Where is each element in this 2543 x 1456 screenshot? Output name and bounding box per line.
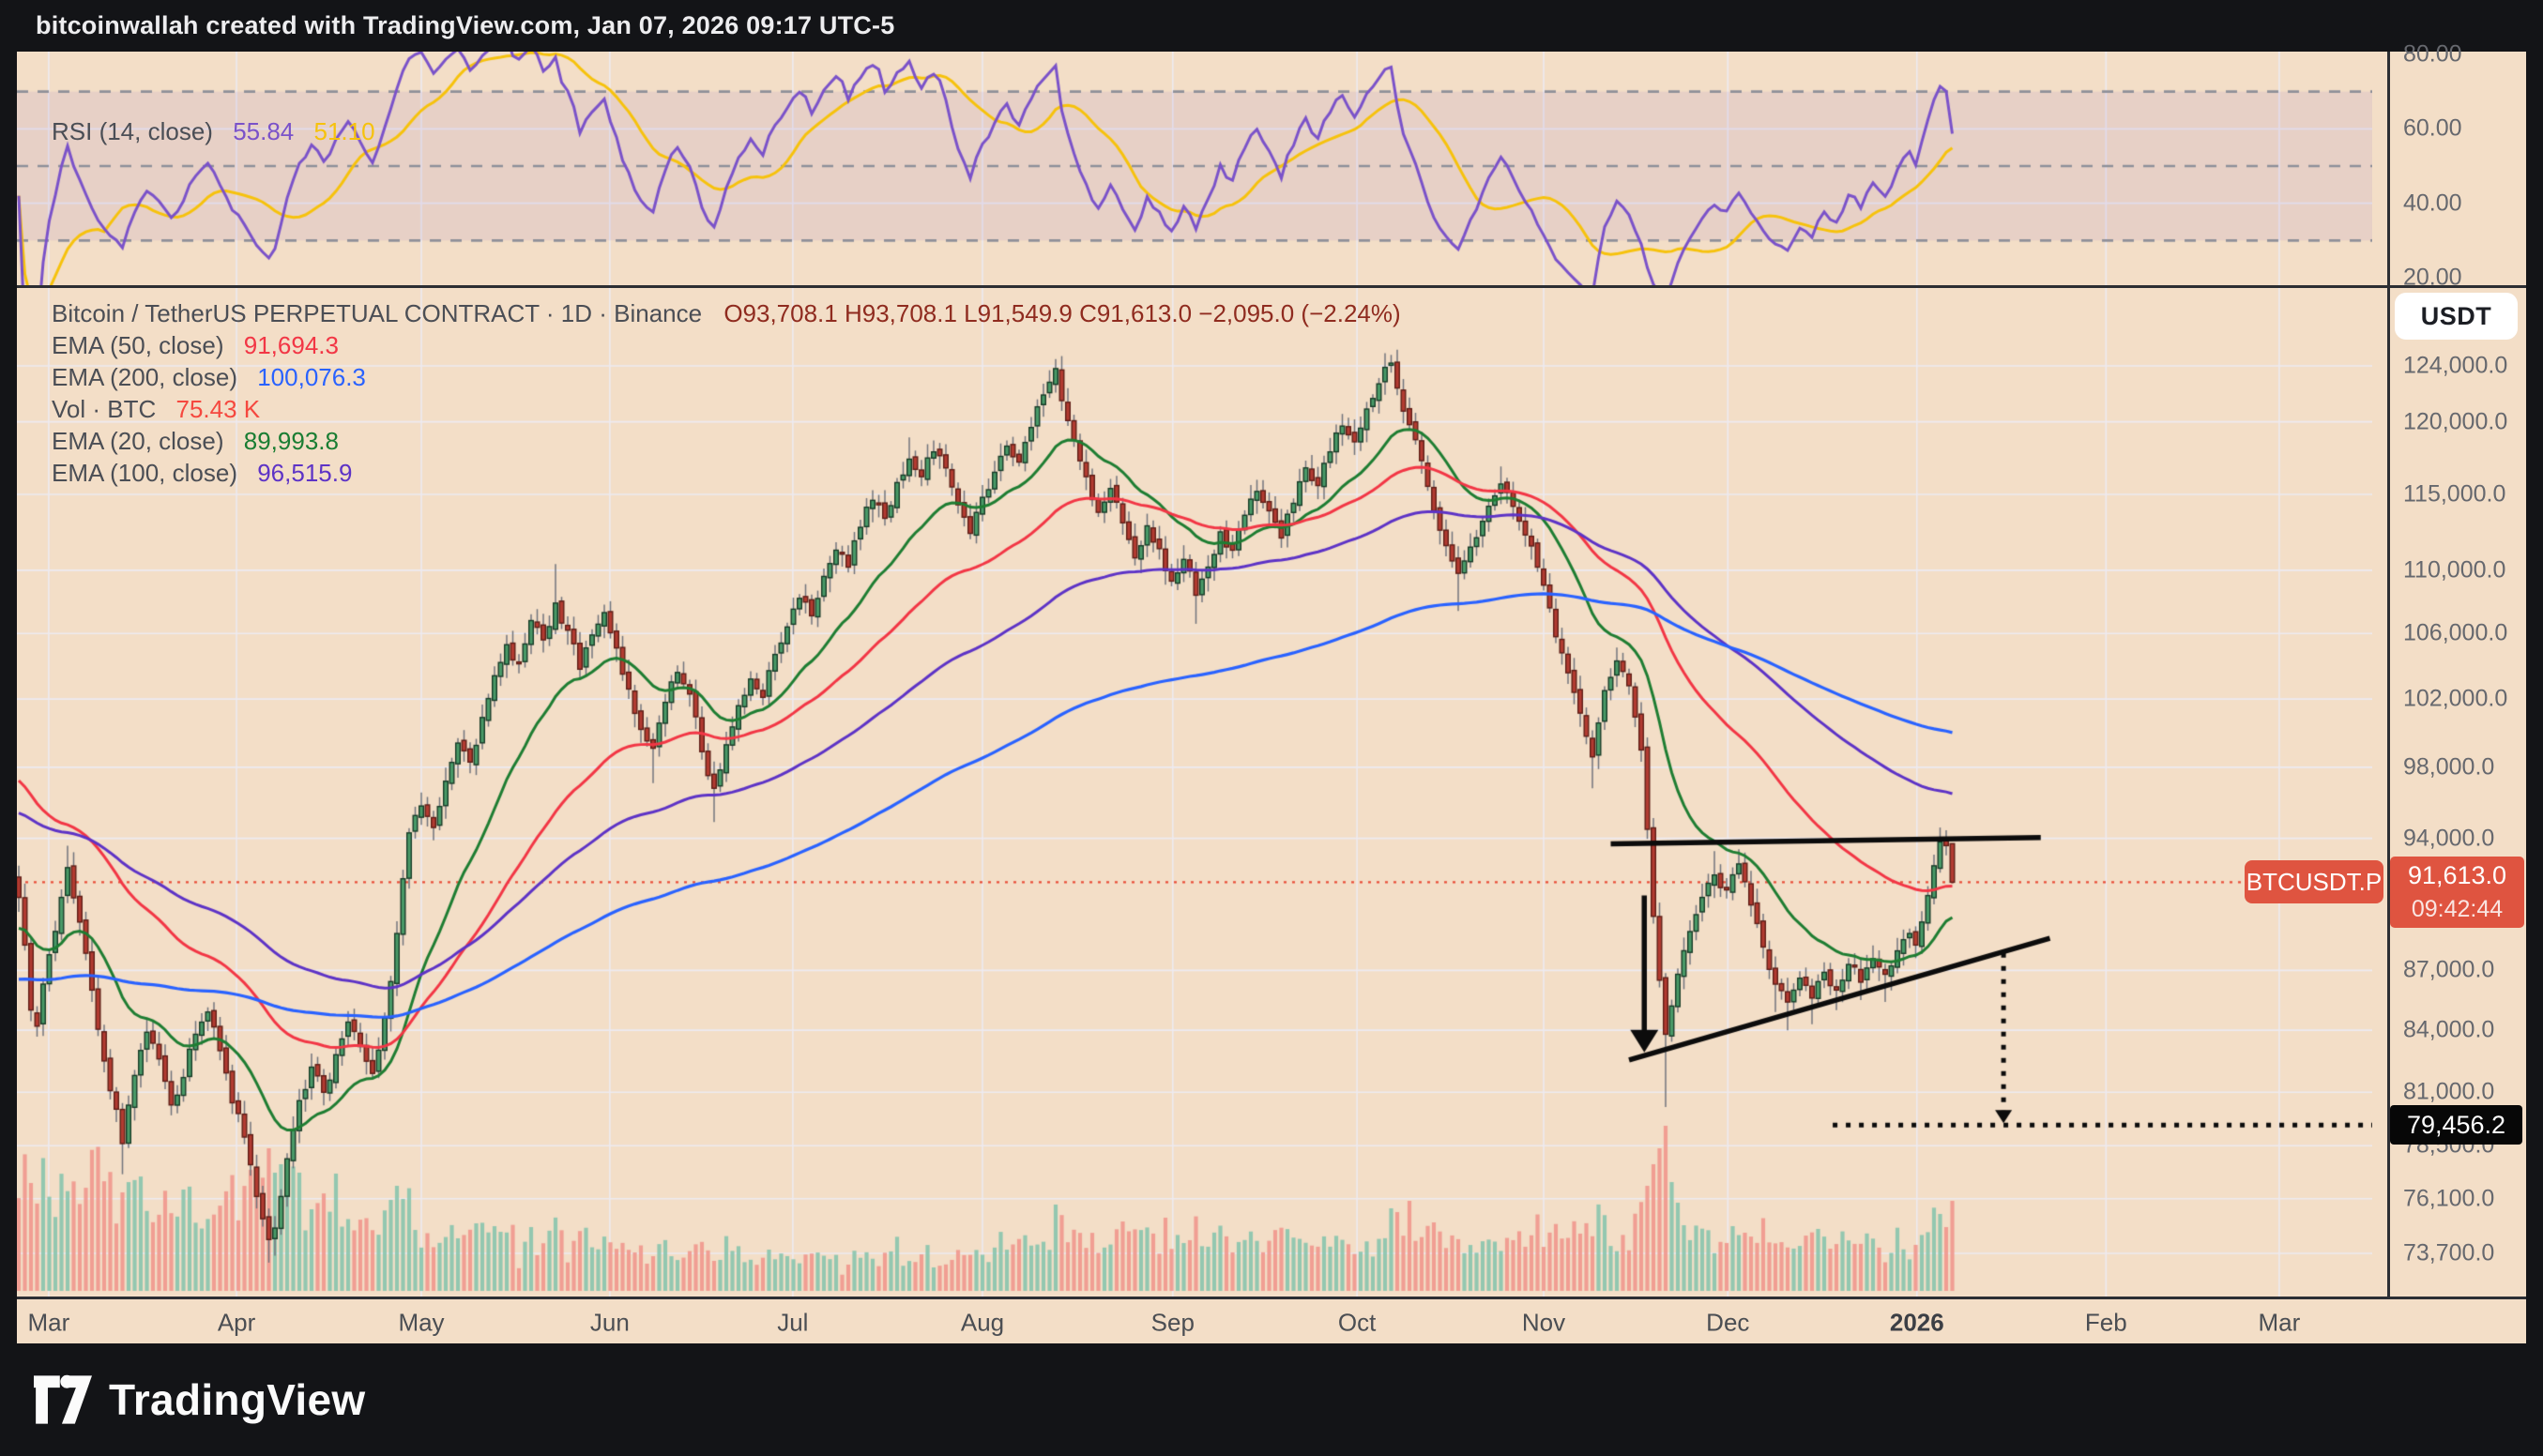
indicator-label: Vol · BTC [52,395,157,423]
price-axis-tick: 84,000.0 [2403,1016,2495,1043]
indicator-value: 100,076.3 [257,363,366,391]
indicator-value: 75.43 K [175,395,261,423]
last-price-label: 91,613.0 09:42:44 [2390,857,2524,929]
time-axis-tick: 2026 [1889,1308,1944,1337]
time-axis-tick: Aug [960,1308,1005,1337]
price-pane-canvas[interactable] [17,287,2372,1297]
tradingview-logo-icon [34,1374,92,1424]
indicator-row-ema100[interactable]: EMA (100, close) 96,515.9 [52,457,1401,489]
indicator-label: EMA (50, close) [52,331,224,359]
price-axis-tick: 81,000.0 [2403,1078,2495,1105]
time-axis-tick: Feb [2084,1308,2127,1337]
rsi-axis-tick: 80.00 [2403,40,2462,68]
price-axis-tick: 98,000.0 [2403,753,2495,781]
indicator-row-ema20[interactable]: EMA (20, close) 89,993.8 [52,425,1401,457]
attribution-bar: bitcoinwallah created with TradingView.c… [0,0,2543,52]
symbol-title: Bitcoin / TetherUS PERPETUAL CONTRACT · … [52,299,703,327]
indicator-label: EMA (100, close) [52,459,237,487]
symbol-title-row[interactable]: Bitcoin / TetherUS PERPETUAL CONTRACT · … [52,297,1401,329]
attribution-text: bitcoinwallah created with TradingView.c… [36,11,895,39]
price-axis-separator [2387,52,2390,1299]
time-axis-tick: Nov [1521,1308,1566,1337]
indicator-row-ema200[interactable]: EMA (200, close) 100,076.3 [52,361,1401,393]
price-axis-tick: 87,000.0 [2403,956,2495,983]
time-axis-tick: Jun [589,1308,630,1337]
rsi-legend[interactable]: RSI (14, close) 55.84 51.10 [52,117,375,146]
time-axis-tick: Mar [2258,1308,2301,1337]
tradingview-logo[interactable]: TradingView [34,1373,365,1426]
time-axis[interactable]: Mar Apr May Jun Jul Aug Sep Oct Nov Dec 2026 Feb Mar [17,1299,2526,1346]
time-axis-tick: Oct [1337,1308,1377,1337]
indicator-row-ema50[interactable]: EMA (50, close) 91,694.3 [52,329,1401,361]
rsi-signal-value: 51.10 [313,117,375,145]
time-axis-tick: May [398,1308,445,1337]
countdown-timer: 09:42:44 [2411,896,2504,923]
indicator-label: EMA (20, close) [52,427,224,455]
rsi-legend-label: RSI (14, close) [52,117,213,145]
time-axis-tick: Mar [27,1308,70,1337]
rsi-axis-tick: 20.00 [2403,264,2462,291]
chart-area[interactable]: RSI (14, close) 55.84 51.10 Bitcoin / Te… [17,41,2526,1346]
time-axis-separator [17,1297,2526,1299]
target-price-label: 79,456.2 [2390,1105,2522,1145]
last-price-value: 91,613.0 [2407,861,2507,890]
price-axis-tick: 115,000.0 [2403,480,2506,508]
time-axis-tick: Dec [1706,1308,1750,1337]
pane-separator[interactable] [17,285,2526,288]
price-axis-tick: 73,700.0 [2403,1239,2495,1266]
price-axis-tick: 102,000.0 [2403,685,2508,712]
price-axis-tick: 106,000.0 [2403,619,2508,646]
symbol-price-pill: BTCUSDT.P [2245,860,2383,904]
rsi-pane-canvas[interactable] [17,52,2372,285]
price-axis-tick: 110,000.0 [2403,556,2506,584]
price-axis-tick: 124,000.0 [2403,352,2508,379]
indicator-value: 96,515.9 [257,459,353,487]
indicator-value: 91,694.3 [243,331,339,359]
indicator-value: 89,993.8 [243,427,339,455]
symbol-legend: Bitcoin / TetherUS PERPETUAL CONTRACT · … [52,297,1401,489]
price-axis-tick: 120,000.0 [2403,408,2508,435]
rsi-axis-tick: 60.00 [2403,114,2462,142]
footer-bar: TradingView [0,1343,2543,1456]
price-axis[interactable]: USDT 80.00 60.00 40.00 20.00 124,000.0 120,00… [2389,41,2526,1297]
time-axis-tick: Jul [777,1308,809,1337]
tradingview-logo-text: TradingView [109,1375,366,1424]
time-axis-tick: Apr [217,1308,256,1337]
price-axis-tick: 76,100.0 [2403,1185,2495,1212]
currency-toggle-button[interactable]: USDT [2395,293,2518,340]
indicator-row-volume[interactable]: Vol · BTC 75.43 K [52,393,1401,425]
ohlc-values: O93,708.1 H93,708.1 L91,549.9 C91,613.0 … [723,299,1401,327]
indicator-label: EMA (200, close) [52,363,237,391]
price-axis-tick: 94,000.0 [2403,825,2495,852]
time-axis-tick: Sep [1150,1308,1195,1337]
rsi-value: 55.84 [233,117,295,145]
rsi-axis-tick: 40.00 [2403,190,2462,217]
